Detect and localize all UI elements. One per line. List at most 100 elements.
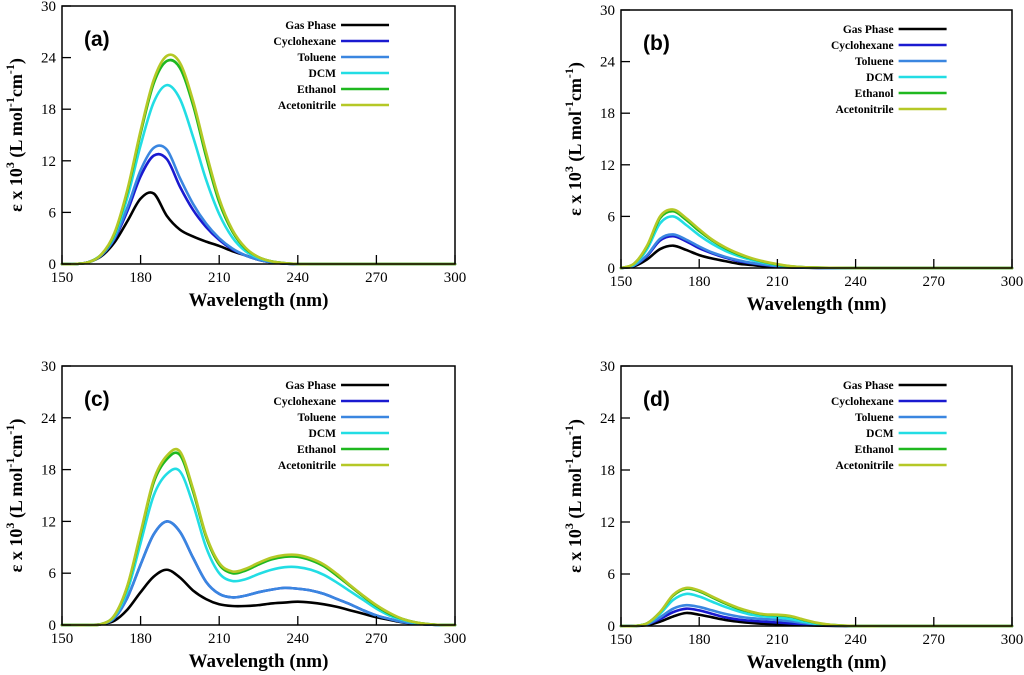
legend-label: Acetonitrile xyxy=(835,460,893,472)
legend-label: Toluene xyxy=(297,412,336,424)
y-tick-label: 12 xyxy=(41,514,56,530)
y-label-superscript: -1 xyxy=(562,68,576,78)
y-tick-label: 12 xyxy=(600,515,615,531)
plot-frame xyxy=(620,9,1013,269)
legend-label: Cyclohexane xyxy=(273,36,336,48)
y-label-part: cm xyxy=(6,435,26,458)
x-tick-label: 300 xyxy=(1001,274,1024,290)
x-tick-label: 270 xyxy=(923,632,946,648)
y-tick-label: 0 xyxy=(608,261,616,277)
x-tick-label: 150 xyxy=(610,632,633,648)
y-label-superscript: 3 xyxy=(562,166,576,172)
series-lines xyxy=(60,53,457,266)
x-axis-label: Wavelength (nm) xyxy=(189,290,329,311)
legend: Gas Phase Cyclohexane Toluene DCM Ethanol Ace… xyxy=(831,380,947,472)
y-label-part: (L mol xyxy=(6,468,27,523)
legend-label: Gas Phase xyxy=(285,20,336,32)
legend-label: Cyclohexane xyxy=(831,396,894,408)
plot-frame xyxy=(61,5,456,265)
legend: Gas Phase Cyclohexane Toluene DCM Ethanol Ace… xyxy=(273,380,390,472)
x-tick-label: 210 xyxy=(766,632,789,648)
y-tick-label: 0 xyxy=(608,619,616,635)
x-tick-label: 150 xyxy=(51,270,74,286)
y-label-part: (L mol xyxy=(565,111,586,166)
y-label-part: ε x 10 xyxy=(6,529,26,573)
y-tick-label: 6 xyxy=(49,566,57,582)
y-tick-label: 0 xyxy=(49,257,57,273)
x-tick-label: 210 xyxy=(208,270,231,286)
y-label-part: (L mol xyxy=(6,107,27,162)
y-tick-label: 6 xyxy=(608,209,616,225)
series-lines xyxy=(60,447,457,627)
x-tick-label: 300 xyxy=(444,270,467,286)
legend-label: Acetonitrile xyxy=(278,460,336,472)
x-axis-label: Wavelength (nm) xyxy=(747,294,887,315)
legend-label: DCM xyxy=(309,68,337,80)
series-line-acetonitrile xyxy=(60,447,457,627)
x-tick-label: 240 xyxy=(287,631,310,647)
y-axis-label: ε x 103 (L mol-1cm-1) xyxy=(3,419,27,573)
x-tick-label: 270 xyxy=(923,274,946,290)
x-tick-label: 150 xyxy=(610,274,633,290)
legend-label: Ethanol xyxy=(855,444,894,456)
series-line-dcm xyxy=(60,467,457,627)
y-tick-label: 24 xyxy=(41,51,57,67)
panel-label: (b) xyxy=(643,32,670,55)
y-label-superscript: 3 xyxy=(562,523,576,529)
legend-label: DCM xyxy=(309,428,337,440)
y-label-part: ) xyxy=(6,419,27,425)
series-lines xyxy=(619,586,1014,628)
y-label-superscript: 3 xyxy=(3,523,17,529)
chart-panel-c: 0 6 12 18 24 30 150 180 210 240 270 300 Wavelength (… xyxy=(3,359,466,672)
legend-label: DCM xyxy=(866,72,894,84)
x-tick-label: 180 xyxy=(129,270,152,286)
x-tick-label: 270 xyxy=(365,270,388,286)
y-tick-label: 24 xyxy=(600,411,616,427)
x-tick-label: 210 xyxy=(208,631,231,647)
y-label-superscript: -1 xyxy=(3,458,17,468)
panel-label: (d) xyxy=(643,388,670,411)
series-line-ethanol xyxy=(60,451,457,627)
y-tick-label: 24 xyxy=(600,55,616,71)
y-tick-label: 18 xyxy=(600,463,615,479)
x-tick-label: 240 xyxy=(287,270,310,286)
y-tick-label: 30 xyxy=(41,359,56,375)
x-tick-label: 210 xyxy=(766,274,789,290)
y-label-superscript: 3 xyxy=(3,162,17,168)
series-lines xyxy=(619,208,1014,270)
x-tick-label: 180 xyxy=(129,631,152,647)
legend-label: Acetonitrile xyxy=(835,104,893,116)
x-tick-label: 300 xyxy=(444,631,467,647)
x-tick-label: 150 xyxy=(51,631,74,647)
legend-label: Ethanol xyxy=(297,84,336,96)
y-label-part: cm xyxy=(565,78,585,101)
series-line-cyclohexane xyxy=(619,234,1014,270)
series-line-toluene xyxy=(60,144,457,266)
legend-label: Ethanol xyxy=(855,88,894,100)
legend-label: Gas Phase xyxy=(843,380,894,392)
x-axis-label: Wavelength (nm) xyxy=(189,651,329,672)
legend-label: Gas Phase xyxy=(843,24,894,36)
x-tick-label: 180 xyxy=(688,632,711,648)
y-tick-label: 30 xyxy=(600,359,615,375)
legend: Gas Phase Cyclohexane Toluene DCM Ethanol Ace… xyxy=(831,24,947,116)
chart-panel-b: 0 6 12 18 24 30 150 180 210 240 270 300 Wavelength (… xyxy=(562,3,1023,315)
y-tick-label: 18 xyxy=(600,106,615,122)
x-tick-label: 270 xyxy=(365,631,388,647)
y-tick-label: 0 xyxy=(49,618,57,634)
series-line-gas-phase xyxy=(619,244,1014,270)
plot-frame xyxy=(620,365,1013,627)
chart-panel-d: 0 6 12 18 24 30 150 180 210 240 270 300 Wavelength (… xyxy=(562,359,1023,673)
legend-label: Cyclohexane xyxy=(831,40,894,52)
y-label-superscript: -1 xyxy=(562,101,576,111)
legend-label: Toluene xyxy=(855,56,894,68)
y-label-part: ε x 10 xyxy=(565,529,585,573)
y-axis-label: ε x 103 (L mol-1cm-1) xyxy=(3,58,27,212)
plot-frame xyxy=(61,365,456,626)
y-label-part: cm xyxy=(565,435,585,458)
y-tick-label: 12 xyxy=(600,158,615,174)
y-label-part: ) xyxy=(565,62,586,68)
y-label-part: ) xyxy=(6,58,27,64)
y-label-superscript: -1 xyxy=(562,425,576,435)
